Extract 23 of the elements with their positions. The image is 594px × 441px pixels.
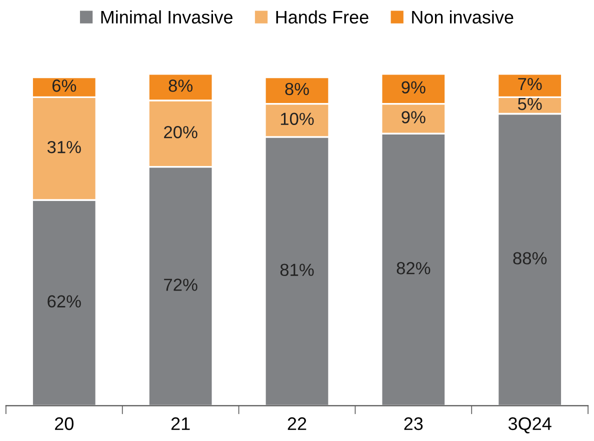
- legend-label: Hands Free: [276, 10, 368, 24]
- data-label: 5%: [518, 98, 542, 110]
- data-label: 10%: [280, 112, 314, 126]
- x-tick-label: 22: [288, 417, 306, 430]
- data-label: 9%: [402, 111, 426, 124]
- data-label: 6%: [52, 80, 76, 92]
- data-label: 81%: [280, 264, 314, 276]
- x-tick-label: 20: [55, 417, 74, 430]
- x-tick-label: 21: [171, 417, 190, 430]
- data-label: 9%: [402, 81, 426, 94]
- data-label: 82%: [396, 262, 430, 274]
- data-label: 88%: [513, 252, 547, 264]
- data-label: 8%: [285, 82, 309, 96]
- data-label: 72%: [164, 278, 198, 291]
- data-label: 7%: [518, 78, 542, 90]
- x-tick-label: 23: [404, 417, 423, 430]
- data-label: 62%: [48, 295, 81, 308]
- data-label: 8%: [168, 80, 193, 92]
- data-label: 31%: [47, 140, 81, 154]
- data-label: 20%: [164, 126, 198, 138]
- legend-label: Minimal Invasive: [101, 10, 232, 24]
- x-tick-label: 3Q24: [508, 417, 552, 434]
- legend-label: Non invasive: [412, 10, 514, 24]
